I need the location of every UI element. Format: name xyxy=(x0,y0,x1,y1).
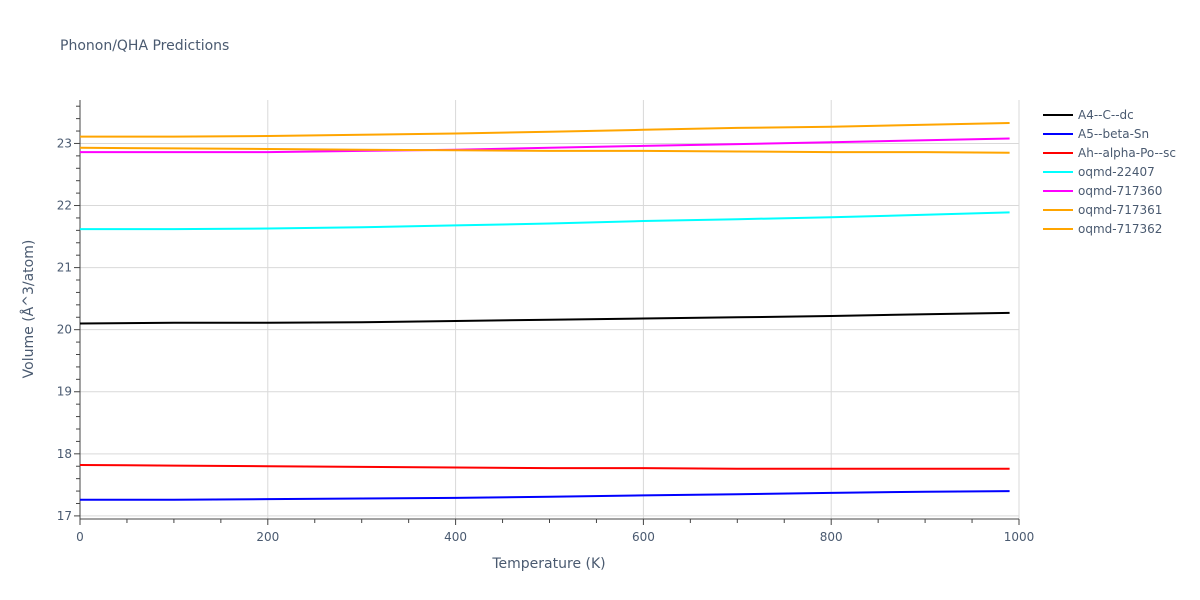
series-line-oqmd-717361[interactable] xyxy=(79,146,1010,154)
legend-label: oqmd-717362 xyxy=(1078,222,1162,236)
series-line-oqmd-22407[interactable] xyxy=(80,211,1010,231)
x-tick-label: 800 xyxy=(820,530,843,544)
legend[interactable]: A4--C--dc A5--beta-Sn Ah--alpha-Po--sc oqmd… xyxy=(1043,108,1176,236)
y-tick-label: 20 xyxy=(57,323,72,337)
x-tick-label: 400 xyxy=(444,530,467,544)
x-tick-label: 200 xyxy=(256,530,279,544)
x-tick-label: 0 xyxy=(76,530,84,544)
y-tick-label: 19 xyxy=(57,385,72,399)
series-line-oqmd-717360[interactable] xyxy=(80,137,1010,154)
y-tick-label: 23 xyxy=(57,136,72,150)
grid-layer xyxy=(79,100,1020,519)
series-line-A4--C--dc[interactable] xyxy=(79,311,1010,325)
series-layer xyxy=(79,122,1010,501)
y-tick-label: 21 xyxy=(57,261,72,275)
y-axis-label: Volume (Å^3/atom) xyxy=(20,240,37,379)
legend-label: oqmd-717361 xyxy=(1078,203,1162,217)
axes-layer: 0 200 400 600 800 1000 17 18 19 20 21 22 23 xyxy=(57,100,1035,544)
legend-item[interactable]: oqmd-717360 xyxy=(1043,184,1162,198)
y-tick-label: 22 xyxy=(57,199,72,213)
series-line-A5--beta-Sn[interactable] xyxy=(80,490,1010,501)
legend-item[interactable]: A5--beta-Sn xyxy=(1043,127,1149,141)
legend-label: oqmd-717360 xyxy=(1078,184,1162,198)
legend-item[interactable]: oqmd-717361 xyxy=(1043,203,1162,217)
legend-item[interactable]: oqmd-717362 xyxy=(1043,222,1162,236)
legend-label: oqmd-22407 xyxy=(1078,165,1155,179)
legend-item[interactable]: oqmd-22407 xyxy=(1043,165,1155,179)
x-tick-label: 600 xyxy=(632,530,655,544)
legend-label: A4--C--dc xyxy=(1078,108,1134,122)
legend-label: Ah--alpha-Po--sc xyxy=(1078,146,1176,160)
legend-label: A5--beta-Sn xyxy=(1078,127,1149,141)
y-tick-label: 17 xyxy=(57,509,72,523)
series-line-oqmd-717362[interactable] xyxy=(80,122,1010,138)
x-axis-label: Temperature (K) xyxy=(491,556,605,572)
chart-title: Phonon/QHA Predictions xyxy=(60,38,229,54)
series-line-Ah--alpha-Po--sc[interactable] xyxy=(79,464,1010,470)
legend-item[interactable]: Ah--alpha-Po--sc xyxy=(1043,146,1176,160)
x-tick-label: 1000 xyxy=(1004,530,1035,544)
y-tick-label: 18 xyxy=(57,447,72,461)
legend-item[interactable]: A4--C--dc xyxy=(1043,108,1134,122)
